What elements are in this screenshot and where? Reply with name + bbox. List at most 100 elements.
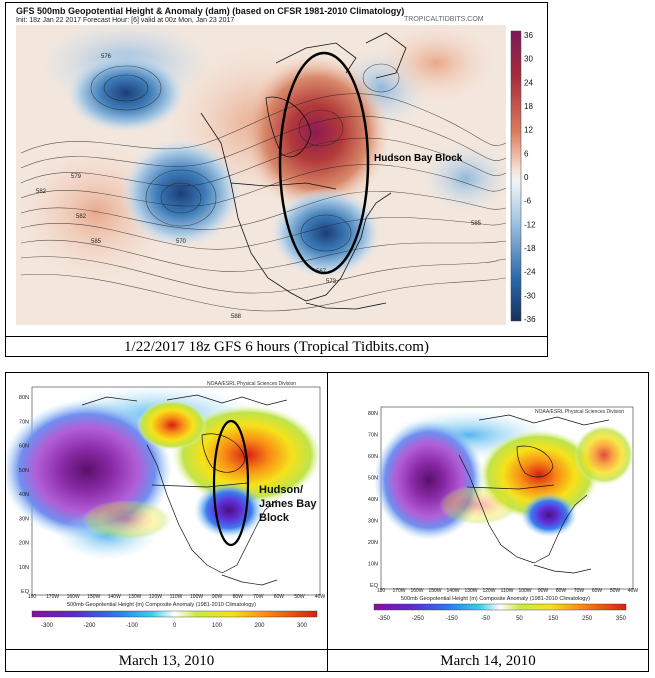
longitude-label: 70W bbox=[253, 594, 264, 600]
contour-label: 585 bbox=[91, 239, 102, 245]
colorbar-tick-label: -100 bbox=[126, 623, 139, 629]
latitude-label: EQ bbox=[370, 583, 379, 589]
colorbar-tick-label: 30 bbox=[524, 55, 533, 64]
bottom-divider-vertical bbox=[327, 373, 328, 671]
longitude-label: 80W bbox=[556, 588, 567, 594]
longitude-label: 90W bbox=[212, 594, 223, 600]
contour-label: 576 bbox=[101, 54, 112, 60]
march13-footer: 500mb Geopotential Height (m) Composite … bbox=[67, 602, 256, 608]
longitude-label: 160W bbox=[410, 588, 423, 594]
latitude-label: 80N bbox=[19, 395, 29, 401]
longitude-label: 60W bbox=[592, 588, 603, 594]
march13-caption: March 13, 2010 bbox=[118, 653, 215, 669]
longitude-label: 150W bbox=[428, 588, 441, 594]
top-map-title: GFS 500mb Geopotential Height & Anomaly … bbox=[16, 6, 405, 16]
contour-label: 588 bbox=[231, 314, 242, 320]
latitude-label: 20N bbox=[19, 541, 29, 547]
longitude-label: 100W bbox=[190, 594, 203, 600]
bottom-panel: Hudson/ James Bay Block NOAA/ESRL Physic… bbox=[5, 372, 649, 672]
colorbar-tick-label: 300 bbox=[297, 623, 308, 629]
latitude-label: 60N bbox=[368, 454, 378, 460]
contour-label: 567 bbox=[316, 269, 327, 275]
march13-header: NOAA/ESRL Physical Sciences Division bbox=[207, 381, 296, 387]
latitude-label: 30N bbox=[19, 516, 29, 522]
contour-label: 582 bbox=[36, 189, 47, 195]
longitude-label: 170W bbox=[46, 594, 59, 600]
top-colorbar bbox=[510, 30, 522, 322]
contour-label: 573 bbox=[326, 279, 337, 285]
contour-label: 582 bbox=[76, 214, 87, 220]
longitude-label: 180 bbox=[28, 594, 37, 600]
latitude-label: 60N bbox=[19, 444, 29, 450]
longitude-label: 80W bbox=[233, 594, 244, 600]
colorbar-tick-label: 200 bbox=[254, 623, 265, 629]
colorbar-tick-label: -250 bbox=[412, 616, 425, 622]
colorbar-tick-label: 0 bbox=[173, 623, 177, 629]
contour-label: 579 bbox=[71, 174, 82, 180]
march14-footer: 500mb Geopotential Height (m) Composite … bbox=[401, 596, 590, 602]
longitude-label: 110W bbox=[170, 594, 183, 600]
hudson-james-bay-label-1: Hudson/ bbox=[259, 484, 303, 496]
longitude-label: 120W bbox=[482, 588, 495, 594]
longitude-label: 130W bbox=[464, 588, 477, 594]
colorbar-tick-label: -36 bbox=[524, 315, 536, 324]
colorbar-tick-label: -24 bbox=[524, 268, 536, 277]
march14-caption: March 14, 2010 bbox=[440, 653, 536, 669]
march14-header: NOAA/ESRL Physical Sciences Division bbox=[535, 409, 624, 415]
colorbar-tick-label: 24 bbox=[524, 78, 533, 87]
longitude-label: 40W bbox=[315, 594, 325, 600]
latitude-label: 50N bbox=[19, 468, 29, 474]
march14-map: NOAA/ESRL Physical Sciences Division 80N… bbox=[368, 406, 639, 622]
march13-map: Hudson/ James Bay Block NOAA/ESRL Physic… bbox=[7, 381, 325, 629]
contour-label: 585 bbox=[471, 221, 482, 227]
latitude-label: 40N bbox=[19, 492, 29, 498]
top-map: 576 579 582 585 588 570 567 573 582 585 … bbox=[16, 18, 536, 325]
colorbar-tick-label: -6 bbox=[524, 197, 532, 206]
bottom-divider-horizontal bbox=[6, 649, 648, 650]
hudson-james-bay-label-2: James Bay bbox=[259, 498, 317, 510]
longitude-label: 40W bbox=[628, 588, 639, 594]
contour-label: 570 bbox=[176, 239, 187, 245]
longitude-label: 50W bbox=[294, 594, 305, 600]
colorbar-tick-label: -350 bbox=[378, 616, 391, 622]
longitude-label: 90W bbox=[538, 588, 549, 594]
colorbar-tick-label: 350 bbox=[616, 616, 627, 622]
colorbar-tick-label: 12 bbox=[524, 126, 533, 135]
latitude-label: 10N bbox=[368, 562, 378, 568]
longitude-label: 140W bbox=[108, 594, 121, 600]
colorbar-tick-label: 0 bbox=[524, 173, 529, 182]
colorbar-tick-label: -300 bbox=[41, 623, 54, 629]
march13-colorbar bbox=[31, 610, 318, 618]
longitude-label: 120W bbox=[149, 594, 162, 600]
longitude-label: 110W bbox=[501, 588, 514, 594]
latitude-label: 40N bbox=[368, 497, 378, 503]
colorbar-tick-label: 150 bbox=[548, 616, 559, 622]
latitude-label: 70N bbox=[19, 419, 29, 425]
hudson-james-bay-label-3: Block bbox=[259, 512, 290, 524]
latitude-label: 70N bbox=[368, 433, 378, 439]
latitude-label: 30N bbox=[368, 519, 378, 525]
top-map-panel: 576 579 582 585 588 570 567 573 582 585 … bbox=[5, 2, 548, 357]
colorbar-tick-label: -150 bbox=[446, 616, 459, 622]
latitude-label: 10N bbox=[19, 565, 29, 571]
longitude-label: 140W bbox=[446, 588, 459, 594]
colorbar-tick-label: -50 bbox=[481, 616, 490, 622]
colorbar-tick-label: 18 bbox=[524, 102, 533, 111]
longitude-label: 130W bbox=[128, 594, 141, 600]
longitude-label: 160W bbox=[67, 594, 80, 600]
colorbar-tick-label: -200 bbox=[83, 623, 96, 629]
colorbar-tick-label: 50 bbox=[516, 616, 523, 622]
colorbar-tick-label: -18 bbox=[524, 244, 536, 253]
top-caption: 1/22/2017 18z GFS 6 hours (Tropical Tidb… bbox=[124, 339, 429, 355]
colorbar-tick-label: 250 bbox=[582, 616, 593, 622]
longitude-label: 60W bbox=[274, 594, 285, 600]
longitude-label: 150W bbox=[87, 594, 100, 600]
march14-colorbar bbox=[373, 603, 627, 611]
top-divider bbox=[6, 336, 547, 337]
longitude-label: 70W bbox=[574, 588, 585, 594]
latitude-label: 50N bbox=[368, 476, 378, 482]
latitude-label: 80N bbox=[368, 411, 378, 417]
longitude-label: 50W bbox=[610, 588, 621, 594]
colorbar-tick-label: 36 bbox=[524, 31, 533, 40]
longitude-label: 180 bbox=[377, 588, 386, 594]
